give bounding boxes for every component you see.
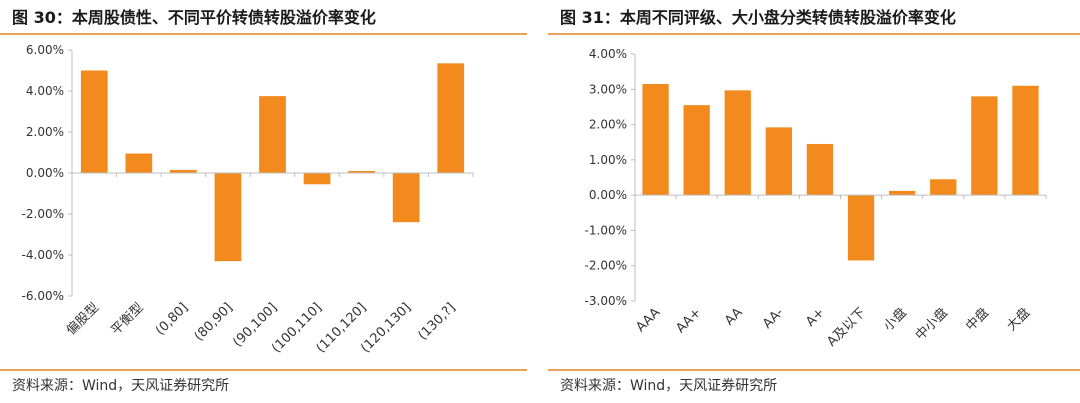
fig30-category-label: 平衡型 (108, 300, 146, 338)
fig30-y-tick-label: -2.00% (22, 207, 64, 221)
fig31-category-label: A及以下 (824, 305, 868, 349)
fig31-y-tick-label: -2.00% (585, 259, 627, 273)
figure-30-top-rule (0, 33, 527, 35)
fig30-category-label: (0,80] (153, 300, 191, 338)
fig31-bar-7 (930, 179, 957, 196)
fig30-category-label: (130,?] (415, 300, 458, 343)
fig30-y-tick-label: -4.00% (22, 248, 64, 262)
fig30-bar-1 (125, 153, 153, 173)
fig30-y-tick-label: -6.00% (22, 289, 64, 303)
fig31-bar-9 (1012, 85, 1039, 196)
figure-30-bottom-rule (0, 369, 527, 371)
fig31-bar-1 (683, 105, 710, 196)
fig30-y-tick-label: 6.00% (26, 43, 64, 57)
figure-31-source-note: 资料来源：Wind，天风证券研究所 (560, 378, 778, 394)
figure-31-bar-chart: 4.00% 3.00% 2.00% 1.00% 0.00% -1.00% -2.00% -3.… (585, 47, 1047, 350)
fig30-y-tick-label: 4.00% (26, 84, 64, 98)
figure-30-title: 图 30：本周股债性、不同平价转债转股溢价率变化 (12, 8, 376, 27)
fig31-bar-2 (724, 90, 751, 196)
fig31-category-label: AAA (633, 305, 663, 335)
fig31-y-tick-label: 3.00% (589, 82, 627, 96)
figure-31-title: 图 31：本周不同评级、大小盘分类转债转股溢价率变化 (560, 8, 956, 27)
fig30-bar-7 (392, 173, 420, 223)
figure-30-bar-chart: 6.00% 4.00% 2.00% 0.00% -2.00% -4.00% -6.00%偏股… (22, 43, 474, 356)
fig31-category-label: 小盘 (880, 305, 910, 335)
fig31-category-label: 大盘 (1004, 305, 1034, 335)
fig31-y-tick-label: 1.00% (589, 153, 627, 167)
fig31-category-label: AA (722, 305, 746, 329)
fig30-bar-8 (437, 63, 465, 173)
fig30-category-label: (80,90] (192, 300, 236, 344)
fig31-bar-8 (971, 96, 998, 196)
figure-31-bottom-rule (548, 369, 1080, 371)
fig30-y-tick-label: 0.00% (26, 166, 64, 180)
fig31-y-tick-label: 2.00% (589, 118, 627, 132)
fig31-y-tick-label: -3.00% (585, 294, 627, 308)
fig31-category-label: 中盘 (962, 305, 992, 335)
fig30-bar-6 (348, 170, 375, 173)
fig31-category-label: AA+ (673, 305, 704, 336)
fig30-y-tick-label: 2.00% (26, 125, 64, 139)
figure-31-panel: 图 31：本周不同评级、大小盘分类转债转股溢价率变化 4.00% 3.00% 2.0… (548, 0, 1080, 403)
fig30-bar-3 (214, 173, 242, 262)
fig31-y-tick-label: 4.00% (589, 47, 627, 61)
fig30-category-label: 偏股型 (64, 300, 102, 338)
fig31-bar-5 (847, 195, 875, 261)
fig31-bar-0 (642, 83, 669, 196)
fig30-bar-2 (170, 169, 197, 173)
figure-30-source-note: 资料来源：Wind，天风证券研究所 (12, 378, 230, 394)
fig31-y-tick-label: -1.00% (585, 223, 627, 237)
fig30-bar-5 (303, 173, 331, 185)
fig31-category-label: AA- (760, 305, 787, 332)
fig31-category-label: 中小盘 (912, 305, 951, 344)
figure-31-top-rule (548, 33, 1080, 35)
figure-30-panel: 图 30：本周股债性、不同平价转债转股溢价率变化 6.00% 4.00% 2.00%… (0, 0, 527, 403)
fig30-bar-4 (259, 96, 286, 174)
fig31-y-tick-label: 0.00% (589, 188, 627, 202)
fig31-bar-6 (889, 190, 916, 196)
fig31-bar-3 (765, 127, 792, 196)
fig30-bar-0 (80, 70, 108, 173)
fig31-category-label: A+ (803, 305, 828, 330)
fig31-bar-4 (806, 143, 834, 196)
